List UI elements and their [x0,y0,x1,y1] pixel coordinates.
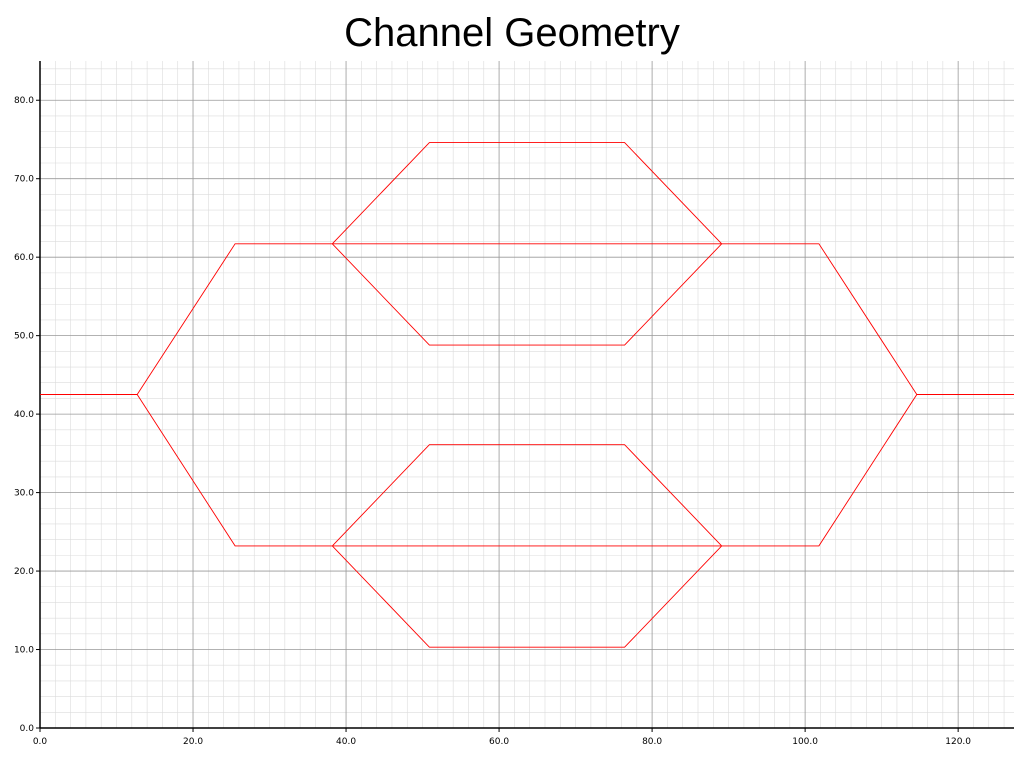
channel-segment-2 [136,243,333,395]
y-tick-label: 20.0 [14,567,34,577]
y-tick-label: 60.0 [14,253,34,263]
channel-segment-10 [721,243,918,395]
x-tick-label: 20.0 [183,737,203,747]
x-tick-label: 0.0 [33,737,48,747]
minor-gridlines [40,61,1014,728]
x-tick-label: 40.0 [336,737,356,747]
channel-segment-3 [136,394,333,547]
y-tick-label: 40.0 [14,410,34,420]
y-tick-label: 80.0 [14,96,34,106]
channel-segment-5 [331,142,723,245]
x-tick-label: 100.0 [792,737,818,747]
y-axis-ticks: 0.0 10.0 20.0 30.0 40.0 50.0 60.0 70.0 80.0 [14,96,40,734]
chart-title: Channel Geometry [344,11,680,55]
y-tick-label: 10.0 [14,646,34,656]
x-axis-ticks: 0.0 20.0 40.0 60.0 80.0 100.0 120.0 [33,728,971,747]
y-tick-label: 70.0 [14,175,34,185]
channel-outline [40,142,1014,648]
y-tick-label: 50.0 [14,332,34,342]
y-tick-label: 0.0 [20,724,35,734]
channel-segment-11 [721,394,918,547]
y-tick-label: 30.0 [14,489,34,499]
channel-segment-6 [331,243,723,346]
x-tick-label: 80.0 [642,737,662,747]
channel-segment-9 [331,545,723,648]
axes [39,61,1014,729]
channel-segment-8 [331,444,723,547]
x-tick-label: 120.0 [945,737,971,747]
x-tick-label: 60.0 [489,737,509,747]
major-gridlines [40,61,1014,728]
